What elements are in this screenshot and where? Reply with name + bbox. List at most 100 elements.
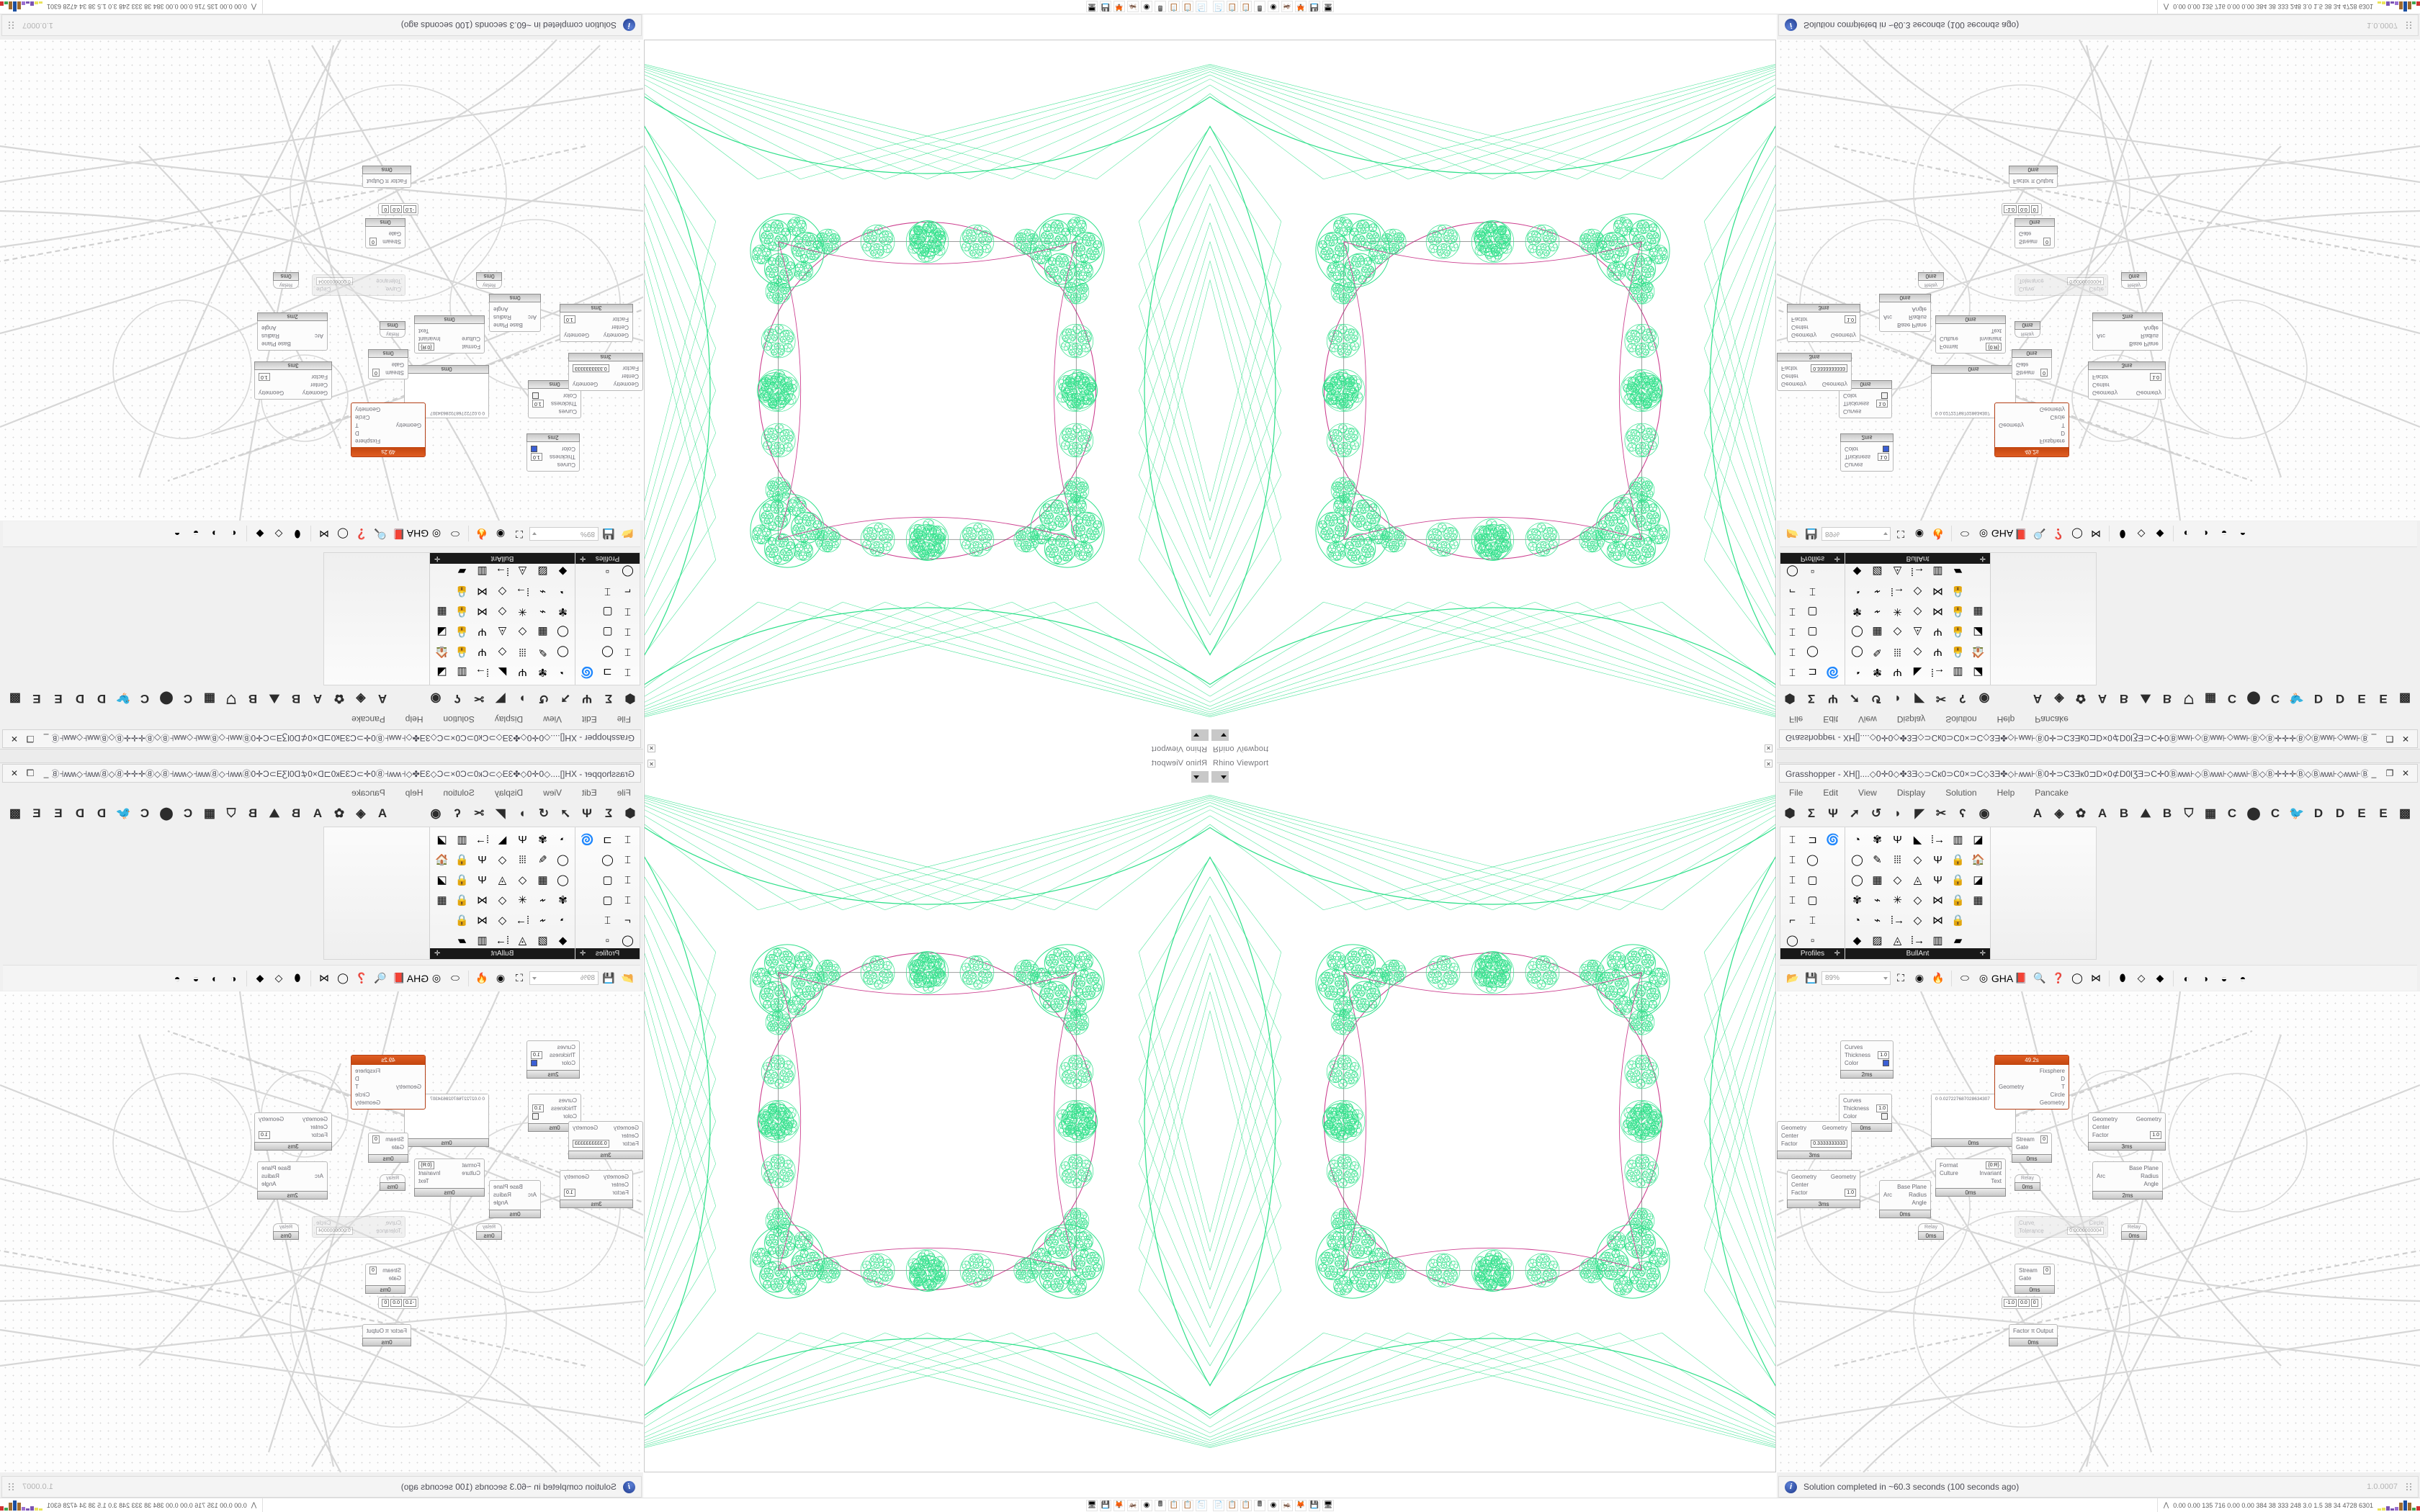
grasshopper-titlebar[interactable]: Grasshopper - XH[]....◇0✛0◇✤3Ǝ◇⊃Cк0⊃C0×⊃…: [2, 729, 641, 748]
ribbon-component-icon[interactable]: ▥: [477, 565, 488, 577]
ribbon-component-icon[interactable]: [578, 602, 597, 621]
gh-component-n8[interactable]: Stream 0 Gate 0ms: [368, 349, 408, 379]
ribbon-component-icon[interactable]: ⌶: [624, 666, 632, 678]
ribbon-component-icon[interactable]: ▢: [602, 626, 613, 638]
tab-c2-icon[interactable]: C: [140, 692, 150, 706]
ribbon-component-icon[interactable]: ▫: [605, 565, 610, 577]
close-icon[interactable]: ✕: [10, 734, 19, 744]
param-output-label[interactable]: Angle: [261, 325, 277, 331]
param-input-label[interactable]: Factor: [311, 374, 328, 380]
param-output-label[interactable]: Base Plane: [493, 322, 523, 328]
gh-component-n3[interactable]: Geometry Geometry Center Factor 0.3333333333…: [568, 353, 643, 391]
param-output-label[interactable]: Text: [418, 328, 429, 334]
tab-b1-icon[interactable]: B: [291, 692, 301, 706]
menu-bar[interactable]: File Edit View Display Solution Help Pan…: [2, 711, 641, 728]
menu-item-file[interactable]: File: [617, 714, 631, 724]
ribbon-component-icon[interactable]: ⦙⦙⦙: [519, 646, 526, 658]
ribbon-component-icon[interactable]: ▰: [457, 565, 467, 577]
ribbon-component-icon[interactable]: ✾: [538, 666, 547, 678]
minimize-icon[interactable]: _: [43, 734, 49, 744]
ribbon-component-icon[interactable]: ◯: [557, 646, 569, 658]
ribbon-component-icon[interactable]: ◯: [557, 626, 569, 638]
vp-orange-icon[interactable]: ◒: [192, 528, 200, 540]
ribbon-component-icon[interactable]: ✎: [538, 646, 547, 658]
ribbon-component-icon[interactable]: ⌁: [539, 606, 547, 618]
param-input-label[interactable]: Stream: [385, 369, 404, 376]
gh-component-n14[interactable]: Relay 0ms: [476, 272, 502, 289]
param-input-label[interactable]: Factor: [612, 316, 629, 323]
param-output-label[interactable]: Geometry: [564, 332, 590, 338]
disk64-icon[interactable]: 💾: [1100, 1, 1111, 13]
ribbon-component-icon[interactable]: 🏠: [435, 646, 449, 658]
close-icon[interactable]: ✕: [1765, 744, 1773, 753]
param-input-label[interactable]: Factor: [622, 365, 639, 372]
ribbon-component-icon[interactable]: [432, 562, 452, 581]
param-output-label[interactable]: Angle: [493, 306, 508, 312]
color-swatch[interactable]: [531, 446, 537, 452]
resize-grip-icon[interactable]: [8, 22, 14, 29]
ribbon-component-icon[interactable]: [578, 562, 597, 581]
param-input-label[interactable]: Curves: [558, 408, 577, 415]
ribbon-component-icon[interactable]: ⌶: [624, 626, 632, 638]
mesh-icon[interactable]: ◤: [496, 692, 506, 706]
vp-blue-icon[interactable]: ◓: [174, 528, 181, 540]
ribbon-component-icon[interactable]: ⁞→: [475, 666, 490, 678]
quadrant-top-right[interactable]: Rhino Viewport ✕ Grasshopper - XH[]..: [1210, 0, 2420, 756]
tab-a1-icon[interactable]: A: [377, 692, 387, 706]
maximize-icon[interactable]: ❐: [26, 734, 35, 744]
ribbon-expand-icon[interactable]: ✛: [580, 554, 586, 562]
ribbon-component-icon[interactable]: ◬: [518, 565, 527, 577]
ribbon-component-icon[interactable]: ⌶: [624, 606, 632, 618]
ribbon-component-icon[interactable]: [578, 642, 597, 662]
balloon-icon[interactable]: ◯: [337, 528, 349, 540]
ribbon-component-icon[interactable]: ◬: [498, 626, 507, 638]
ribbon-component-icon[interactable]: ✾: [558, 606, 568, 618]
params-icon[interactable]: ⬢: [624, 692, 636, 706]
gh-component-n17[interactable]: Factor π Output 0ms: [362, 166, 411, 188]
param-output-label[interactable]: Circle: [355, 414, 370, 420]
rhino-viewport-panel[interactable]: Rhino Viewport ✕: [644, 40, 1210, 756]
calculator-icon[interactable]: 🖩: [1155, 1, 1166, 13]
ribbon-component-icon[interactable]: Ψ: [478, 626, 487, 638]
intersect-icon[interactable]: ✂: [473, 692, 485, 706]
transform-icon[interactable]: ʕ: [454, 692, 461, 706]
taskbar-icon-list[interactable]: 📄 📋 📋 🖩 ◉ 🦗 🦊 💾 🖥: [1086, 1, 1207, 13]
param-input-label[interactable]: Tolerance: [376, 278, 401, 284]
quadrant-top-left[interactable]: Rhino Viewport ✕ Grasshopper - XH[]..: [0, 0, 1210, 756]
ribbon-component-icon[interactable]: Ψ: [518, 666, 527, 678]
ribbon-component-icon[interactable]: ◯: [622, 565, 634, 577]
canvas-toolbar[interactable]: 📂 💾 89% ⛶ ◉ 🔥 ⬭ ◎ GHA 📕 🔍 ❓ ◯ ⋈ ⬮ ◇ ◆ ◐ ◑ ◒ ◓: [3, 521, 640, 547]
curve-icon[interactable]: ↺: [538, 692, 550, 706]
ribbon-component-icon[interactable]: ⁞→: [495, 565, 510, 577]
bake-icon[interactable]: 🔥: [475, 528, 488, 540]
tab-d2-icon[interactable]: D: [75, 692, 85, 706]
tab-gem-icon[interactable]: ◈: [356, 692, 366, 706]
param-input-label[interactable]: Color: [563, 392, 577, 399]
param-input-label[interactable]: Geometry: [395, 422, 421, 428]
param-output-label[interactable]: 1.0: [532, 400, 544, 408]
ribbon-component-icon[interactable]: ▦: [436, 606, 447, 618]
ribbon-component-icon[interactable]: ◯: [601, 646, 614, 658]
rhino-icon[interactable]: ◉: [1141, 1, 1152, 13]
fractal-render-area[interactable]: [645, 40, 1210, 742]
param-output-label[interactable]: Invariant: [418, 336, 441, 342]
gha-assembly-icon[interactable]: GHA: [406, 528, 429, 540]
ribbon-component-icon[interactable]: ▦: [537, 626, 548, 638]
gh-component-n16[interactable]: -1.0 0.0 0: [378, 203, 418, 215]
zoom-extents-icon[interactable]: ⛶: [516, 528, 523, 540]
param-output-label[interactable]: Fixsphere: [355, 438, 381, 444]
param-output-label[interactable]: Base Plane: [261, 341, 291, 347]
ribbon-component-icon[interactable]: ⌶: [604, 585, 611, 598]
chevron-down-icon[interactable]: [532, 532, 537, 536]
param-input-label[interactable]: Culture: [462, 336, 480, 342]
gh-component-n10[interactable]: Curve Circle Tolerance 0.0000000004: [312, 274, 405, 296]
ribbon-component-icon[interactable]: ⋈: [477, 606, 488, 618]
param-input-label[interactable]: Curves: [557, 462, 575, 468]
ribbon-component-icon[interactable]: ◔: [559, 666, 567, 678]
color-swatch[interactable]: [532, 392, 539, 399]
vp-teal-icon[interactable]: ◐: [230, 528, 237, 540]
tab-e2-icon[interactable]: E: [32, 692, 41, 706]
ribbon-component-icon[interactable]: ◪: [436, 666, 447, 678]
vector-icon[interactable]: ➚: [560, 692, 571, 706]
ribbon-group-label-profiles[interactable]: Profiles ✛: [575, 553, 640, 564]
